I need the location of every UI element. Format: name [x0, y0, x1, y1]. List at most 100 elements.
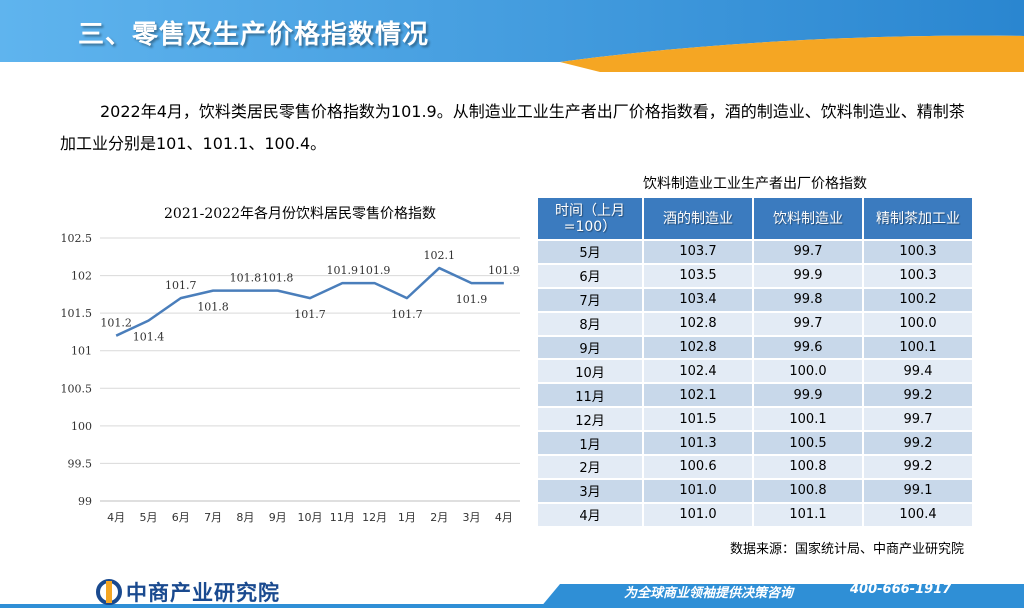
- table-cell-value: 99.1: [862, 477, 974, 504]
- x-tick-label: 10月: [298, 511, 323, 524]
- table-cell-value: 102.4: [642, 358, 754, 385]
- table-header-time: 时间（上月=100）: [536, 196, 644, 241]
- data-label: 101.8: [197, 301, 229, 314]
- table-cell-month: 8月: [536, 310, 644, 337]
- table-cell-month: 9月: [536, 334, 644, 361]
- table-row: 3月 101.0 100.8 99.1: [536, 477, 974, 504]
- table-cell-value: 100.8: [752, 454, 864, 480]
- table-header-beverage: 饮料制造业: [752, 196, 864, 241]
- y-tick-label: 101: [71, 345, 92, 358]
- y-tick-label: 100.5: [61, 382, 93, 395]
- series-line: [115, 266, 504, 337]
- y-tick-label: 102.5: [61, 232, 93, 245]
- table-cell-value: 103.4: [642, 286, 754, 313]
- data-label: 102.1: [423, 249, 455, 262]
- x-tick-label: 7月: [204, 511, 222, 524]
- data-label: 101.8: [262, 272, 294, 285]
- table-cell-month: 6月: [536, 262, 644, 289]
- table-row: 10月 102.4 100.0 99.4: [536, 358, 974, 385]
- data-label: 101.9: [327, 264, 359, 277]
- table-cell-value: 102.1: [642, 382, 754, 409]
- table-cell-value: 102.8: [642, 334, 754, 361]
- table-row: 8月 102.8 99.7 100.0: [536, 310, 974, 337]
- x-tick-label: 4月: [495, 511, 513, 524]
- footer-phone: 400-666-1917: [850, 582, 952, 597]
- table-row: 1月 101.3 100.5 99.2: [536, 430, 974, 457]
- table-cell-value: 101.1: [752, 501, 864, 528]
- data-label: 101.7: [294, 308, 326, 321]
- x-tick-label: 2月: [430, 511, 448, 524]
- table-row: 2月 100.6 100.8 99.2: [536, 454, 974, 480]
- table-cell-month: 5月: [536, 239, 644, 265]
- table-header-liquor: 酒的制造业: [642, 196, 754, 241]
- page-title: 三、零售及生产价格指数情况: [78, 20, 430, 50]
- table-row: 7月 103.4 99.8 100.2: [536, 286, 974, 313]
- data-label: 101.9: [488, 264, 520, 277]
- table-cell-value: 99.2: [862, 430, 974, 457]
- table-cell-value: 100.0: [752, 358, 864, 385]
- table-cell-value: 100.2: [862, 286, 974, 313]
- x-tick-label: 9月: [269, 511, 287, 524]
- data-label: 101.8: [230, 272, 262, 285]
- x-tick-label: 4月: [107, 511, 125, 524]
- table-row: 6月 103.5 99.9 100.3: [536, 262, 974, 289]
- table-cell-month: 3月: [536, 477, 644, 504]
- table-header-tea: 精制茶加工业: [862, 196, 974, 241]
- table-cell-month: 12月: [536, 406, 644, 433]
- data-label: 101.7: [391, 308, 423, 321]
- table-row: 9月 102.8 99.6 100.1: [536, 334, 974, 361]
- table-cell-value: 101.3: [642, 430, 754, 457]
- data-label: 101.9: [456, 293, 488, 306]
- footer-background: [0, 584, 1024, 608]
- table-cell-value: 100.8: [752, 477, 864, 504]
- table-cell-value: 103.5: [642, 262, 754, 289]
- retail-price-line-chart: 99 99.5 100 100.5 101 101.5 102 102.5 4月 5月 6月 7月 8月…: [61, 232, 520, 524]
- x-tick-label: 1月: [398, 511, 416, 524]
- x-tick-label: 6月: [172, 511, 190, 524]
- table-cell-value: 99.9: [752, 262, 864, 289]
- producer-price-table: 时间（上月=100） 酒的制造业 饮料制造业 精制茶加工业 5月 103.7 99.…: [536, 196, 974, 528]
- table-cell-value: 102.8: [642, 310, 754, 337]
- table-cell-value: 99.7: [752, 310, 864, 337]
- table-header-row: 时间（上月=100） 酒的制造业 饮料制造业 精制茶加工业: [536, 196, 974, 241]
- intro-paragraph: 2022年4月，饮料类居民零售价格指数为101.9。从制造业工业生产者出厂价格指…: [60, 102, 965, 153]
- table-cell-month: 10月: [536, 358, 644, 385]
- table-cell-value: 100.3: [862, 239, 974, 265]
- x-tick-label: 8月: [236, 511, 254, 524]
- table-cell-value: 99.2: [862, 382, 974, 409]
- table-row: 5月 103.7 99.7 100.3: [536, 239, 974, 265]
- data-label: 101.4: [133, 331, 165, 344]
- x-tick-label: 3月: [463, 511, 481, 524]
- header-background: [0, 0, 1024, 72]
- table-cell-value: 100.5: [752, 430, 864, 457]
- chart-title: 2021-2022年各月份饮料居民零售价格指数: [164, 206, 436, 222]
- table-cell-month: 2月: [536, 454, 644, 480]
- table-cell-value: 103.7: [642, 239, 754, 265]
- table-cell-month: 7月: [536, 286, 644, 313]
- data-label: 101.7: [165, 279, 197, 292]
- table-header-time-label: 时间（上月=100）: [555, 202, 625, 235]
- y-tick-label: 102: [71, 270, 92, 283]
- table-row: 11月 102.1 99.9 99.2: [536, 382, 974, 409]
- table-cell-value: 99.9: [752, 382, 864, 409]
- table-cell-value: 100.4: [862, 501, 974, 528]
- table-row: 4月 101.0 101.1 100.4: [536, 501, 974, 528]
- y-tick-label: 100: [71, 420, 92, 433]
- table-cell-value: 100.0: [862, 310, 974, 337]
- table-cell-value: 99.2: [862, 454, 974, 480]
- table-cell-value: 99.4: [862, 358, 974, 385]
- table-cell-value: 99.8: [752, 286, 864, 313]
- y-tick-label: 99: [78, 495, 92, 508]
- company-logo-icon: [96, 579, 122, 605]
- table-cell-value: 101.5: [642, 406, 754, 433]
- table-cell-value: 101.0: [642, 501, 754, 528]
- table-cell-value: 99.7: [752, 239, 864, 265]
- y-tick-label: 101.5: [61, 307, 93, 320]
- data-label: 101.2: [100, 317, 131, 330]
- x-tick-label: 5月: [139, 511, 157, 524]
- table-cell-value: 100.1: [752, 406, 864, 433]
- header-banner: 三、零售及生产价格指数情况: [0, 0, 1024, 72]
- table-cell-value: 101.0: [642, 477, 754, 504]
- table-cell-value: 100.6: [642, 454, 754, 480]
- table-row: 12月 101.5 100.1 99.7: [536, 406, 974, 433]
